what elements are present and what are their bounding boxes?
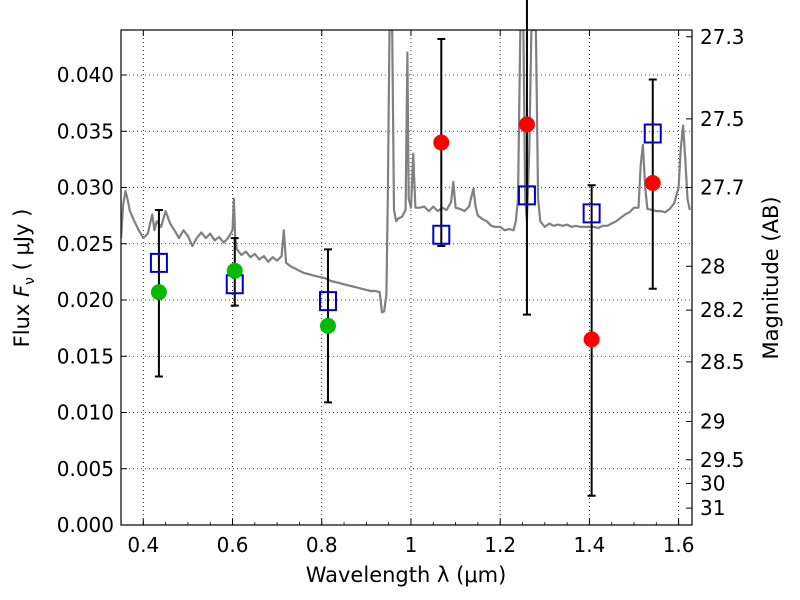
grid bbox=[121, 30, 692, 526]
x-tick-label: 0.8 bbox=[306, 533, 338, 557]
observed-flux-point bbox=[583, 331, 600, 348]
plot-frame bbox=[120, 29, 693, 526]
x-tick-label: 0.4 bbox=[127, 533, 159, 557]
x-axis-label: Wavelength λ (μm) bbox=[306, 563, 507, 587]
x-tick-label: 1.4 bbox=[573, 533, 605, 557]
y-tick-label: 0.040 bbox=[57, 63, 114, 87]
observed-flux-point bbox=[226, 262, 243, 279]
observed-flux-point bbox=[319, 317, 336, 334]
observed-flux-point bbox=[150, 284, 167, 301]
x-tick-label: 1 bbox=[405, 533, 418, 557]
observed-flux-point bbox=[644, 175, 661, 191]
y2-tick-label: 27.5 bbox=[700, 107, 745, 131]
model-photometry-square bbox=[517, 185, 536, 206]
y-tick-label: 0.010 bbox=[57, 401, 114, 425]
observed-flux-point bbox=[433, 134, 450, 151]
model-photometry-square bbox=[432, 224, 451, 245]
y-tick-label: 0.025 bbox=[57, 232, 114, 256]
model-photometry-square bbox=[582, 203, 601, 224]
model-photometry-square bbox=[643, 123, 662, 144]
y-tick-label: 0.020 bbox=[57, 288, 114, 312]
y-tick-label: 0.005 bbox=[57, 457, 114, 481]
plot-area bbox=[121, 30, 691, 314]
y-tick-label: 0.035 bbox=[57, 119, 114, 143]
observed-flux-point bbox=[518, 116, 535, 133]
model-photometry-square bbox=[149, 252, 168, 273]
x-tick-label: 0.6 bbox=[217, 533, 249, 557]
spectrum-line bbox=[121, 30, 691, 314]
y2-tick-label: 28.2 bbox=[700, 298, 745, 322]
y-tick-label: 0.030 bbox=[57, 176, 114, 200]
y2-tick-label: 27.7 bbox=[700, 176, 745, 200]
markers bbox=[149, 116, 662, 348]
y-tick-label: 0.015 bbox=[57, 344, 114, 368]
y2-tick-label: 28 bbox=[700, 254, 725, 278]
model-photometry-square bbox=[318, 291, 337, 312]
x-tick-label: 1.6 bbox=[663, 533, 695, 557]
y2-axis-label: Magnitude (AB) bbox=[759, 196, 783, 359]
y-tick-label: 0.000 bbox=[57, 513, 114, 537]
y-axis-label: Flux Fν ( μJy ) bbox=[10, 209, 38, 348]
y2-tick-label: 28.5 bbox=[700, 350, 745, 374]
y2-tick-label: 31 bbox=[700, 496, 725, 520]
y2-tick-label: 29 bbox=[700, 410, 725, 434]
axis-ticks: 0.4 0.6 0.8 1 1.2 1.4 1.6 0.000 0.005 0.010 0.015 0… bbox=[57, 25, 745, 557]
x-tick-label: 1.2 bbox=[484, 533, 516, 557]
y2-tick-label: 30 bbox=[700, 471, 725, 495]
y2-tick-label: 27.3 bbox=[700, 25, 745, 49]
y2-tick-label: 29.5 bbox=[700, 448, 745, 472]
